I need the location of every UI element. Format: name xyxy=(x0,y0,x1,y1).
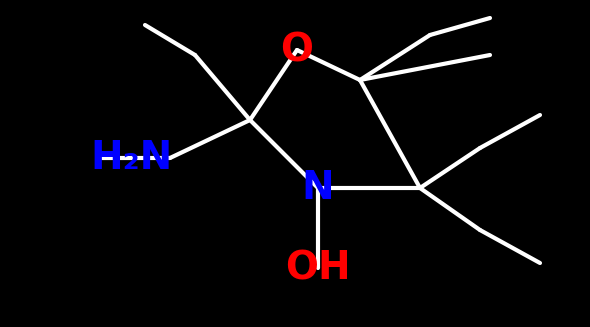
Text: O: O xyxy=(280,31,313,69)
Text: N: N xyxy=(301,169,335,207)
Text: H₂N: H₂N xyxy=(90,139,172,177)
Text: OH: OH xyxy=(285,249,351,287)
